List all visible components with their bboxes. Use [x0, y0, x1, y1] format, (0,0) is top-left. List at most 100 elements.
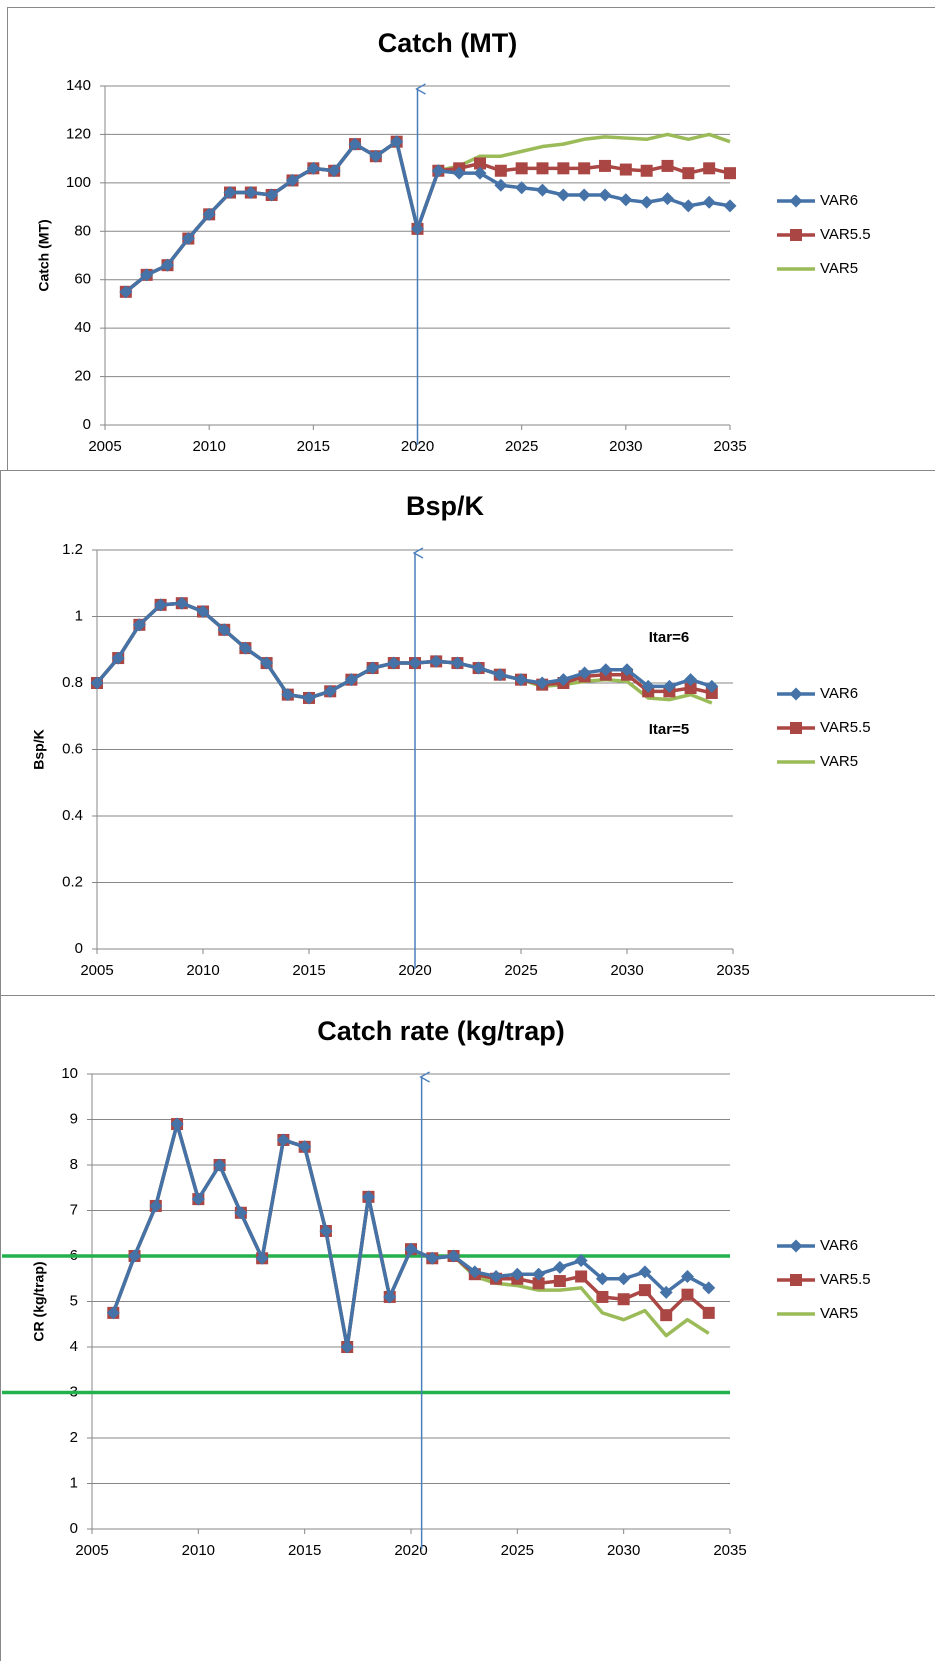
legend-label: VAR5.5: [820, 226, 871, 243]
y-tick-label: 140: [66, 77, 91, 94]
point-marker: [702, 1306, 715, 1319]
point-marker: [681, 1288, 694, 1301]
point-marker: [703, 162, 716, 175]
y-tick-label: 1: [75, 607, 83, 624]
point-marker: [578, 666, 592, 680]
point-marker: [429, 654, 443, 668]
point-marker: [702, 195, 716, 209]
legend-label: VAR6: [820, 1237, 858, 1254]
point-marker: [306, 161, 320, 175]
point-marker: [111, 651, 125, 665]
point-marker: [619, 193, 633, 207]
point-marker: [515, 162, 528, 175]
point-marker: [327, 164, 341, 178]
legend-label: VAR5.5: [820, 1271, 871, 1288]
point-marker: [556, 188, 570, 202]
point-marker: [577, 188, 591, 202]
y-tick-label: 20: [74, 368, 91, 385]
legend-label: VAR5: [820, 753, 858, 770]
legend-label: VAR6: [820, 192, 858, 209]
x-tick-label: 2015: [292, 962, 325, 979]
x-tick-label: 2005: [80, 962, 113, 979]
point-marker: [515, 181, 529, 195]
point-marker: [411, 222, 424, 236]
point-marker: [553, 1275, 566, 1288]
legend-marker: [790, 229, 802, 241]
point-marker: [536, 183, 549, 197]
y-tick-label: 0: [83, 416, 91, 433]
legend-label: VAR6: [820, 685, 858, 702]
x-tick-label: 2025: [505, 438, 538, 455]
point-marker: [493, 668, 507, 682]
x-tick-label: 2015: [288, 1542, 321, 1559]
x-tick-label: 2020: [398, 962, 431, 979]
point-marker: [532, 1267, 546, 1281]
point-marker: [660, 1309, 673, 1322]
point-marker: [705, 679, 719, 693]
point-marker: [90, 676, 104, 690]
series-line: [124, 132, 731, 294]
point-marker: [494, 164, 507, 177]
point-marker: [681, 199, 695, 213]
legend-marker: [789, 1239, 803, 1253]
y-tick-label: 80: [74, 222, 91, 239]
point-marker: [431, 164, 445, 178]
legend-marker: [789, 687, 803, 701]
point-marker: [196, 605, 210, 619]
point-marker: [383, 1290, 397, 1304]
series-line: [124, 139, 731, 294]
point-marker: [556, 673, 570, 687]
point-marker: [154, 598, 168, 612]
point-marker: [532, 1277, 545, 1290]
point-marker: [705, 686, 718, 699]
x-tick-label: 2030: [607, 1542, 640, 1559]
point-marker: [450, 656, 464, 670]
x-tick-label: 2025: [501, 1542, 534, 1559]
y-tick-label: 1: [70, 1474, 78, 1491]
point-marker: [404, 1242, 418, 1256]
y-tick-label: 0.6: [62, 740, 83, 757]
point-marker: [340, 1340, 354, 1354]
y-tick-label: 1.2: [62, 541, 83, 558]
point-marker: [578, 162, 591, 175]
y-tick-label: 7: [70, 1201, 78, 1218]
point-marker: [473, 166, 487, 180]
point-marker: [557, 162, 570, 175]
y-tick-label: 10: [61, 1065, 78, 1082]
point-marker: [617, 1272, 631, 1286]
point-marker: [281, 688, 295, 702]
point-marker: [298, 1140, 312, 1154]
point-marker: [302, 691, 316, 705]
point-marker: [641, 679, 655, 693]
x-tick-label: 2030: [609, 438, 642, 455]
y-axis-label: Catch (MT): [36, 219, 52, 291]
point-marker: [276, 1133, 290, 1147]
y-tick-label: 0: [75, 940, 83, 957]
point-marker: [366, 661, 380, 675]
point-marker: [598, 188, 612, 202]
series-line: [111, 1122, 710, 1349]
point-marker: [680, 1269, 694, 1283]
point-marker: [596, 1290, 609, 1303]
x-tick-label: 2035: [713, 438, 746, 455]
point-marker: [238, 641, 252, 655]
point-marker: [149, 1199, 163, 1213]
point-marker: [119, 285, 133, 299]
annotation: Itar=5: [649, 721, 689, 738]
y-tick-label: 9: [70, 1110, 78, 1127]
x-tick-label: 2010: [186, 962, 219, 979]
chart-title: Catch rate (kg/trap): [317, 1016, 565, 1046]
point-marker: [638, 1265, 652, 1279]
point-marker: [161, 258, 174, 272]
point-marker: [682, 167, 695, 180]
y-tick-label: 0.2: [62, 873, 83, 890]
point-marker: [181, 232, 195, 246]
point-marker: [175, 596, 189, 610]
point-marker: [390, 135, 404, 149]
y-tick-label: 0.8: [62, 674, 83, 691]
point-marker: [599, 663, 613, 677]
point-marker: [620, 663, 634, 677]
y-axis-label: Bsp/K: [31, 729, 47, 769]
y-tick-label: 2: [70, 1429, 78, 1446]
y-tick-label: 0.4: [62, 807, 83, 824]
